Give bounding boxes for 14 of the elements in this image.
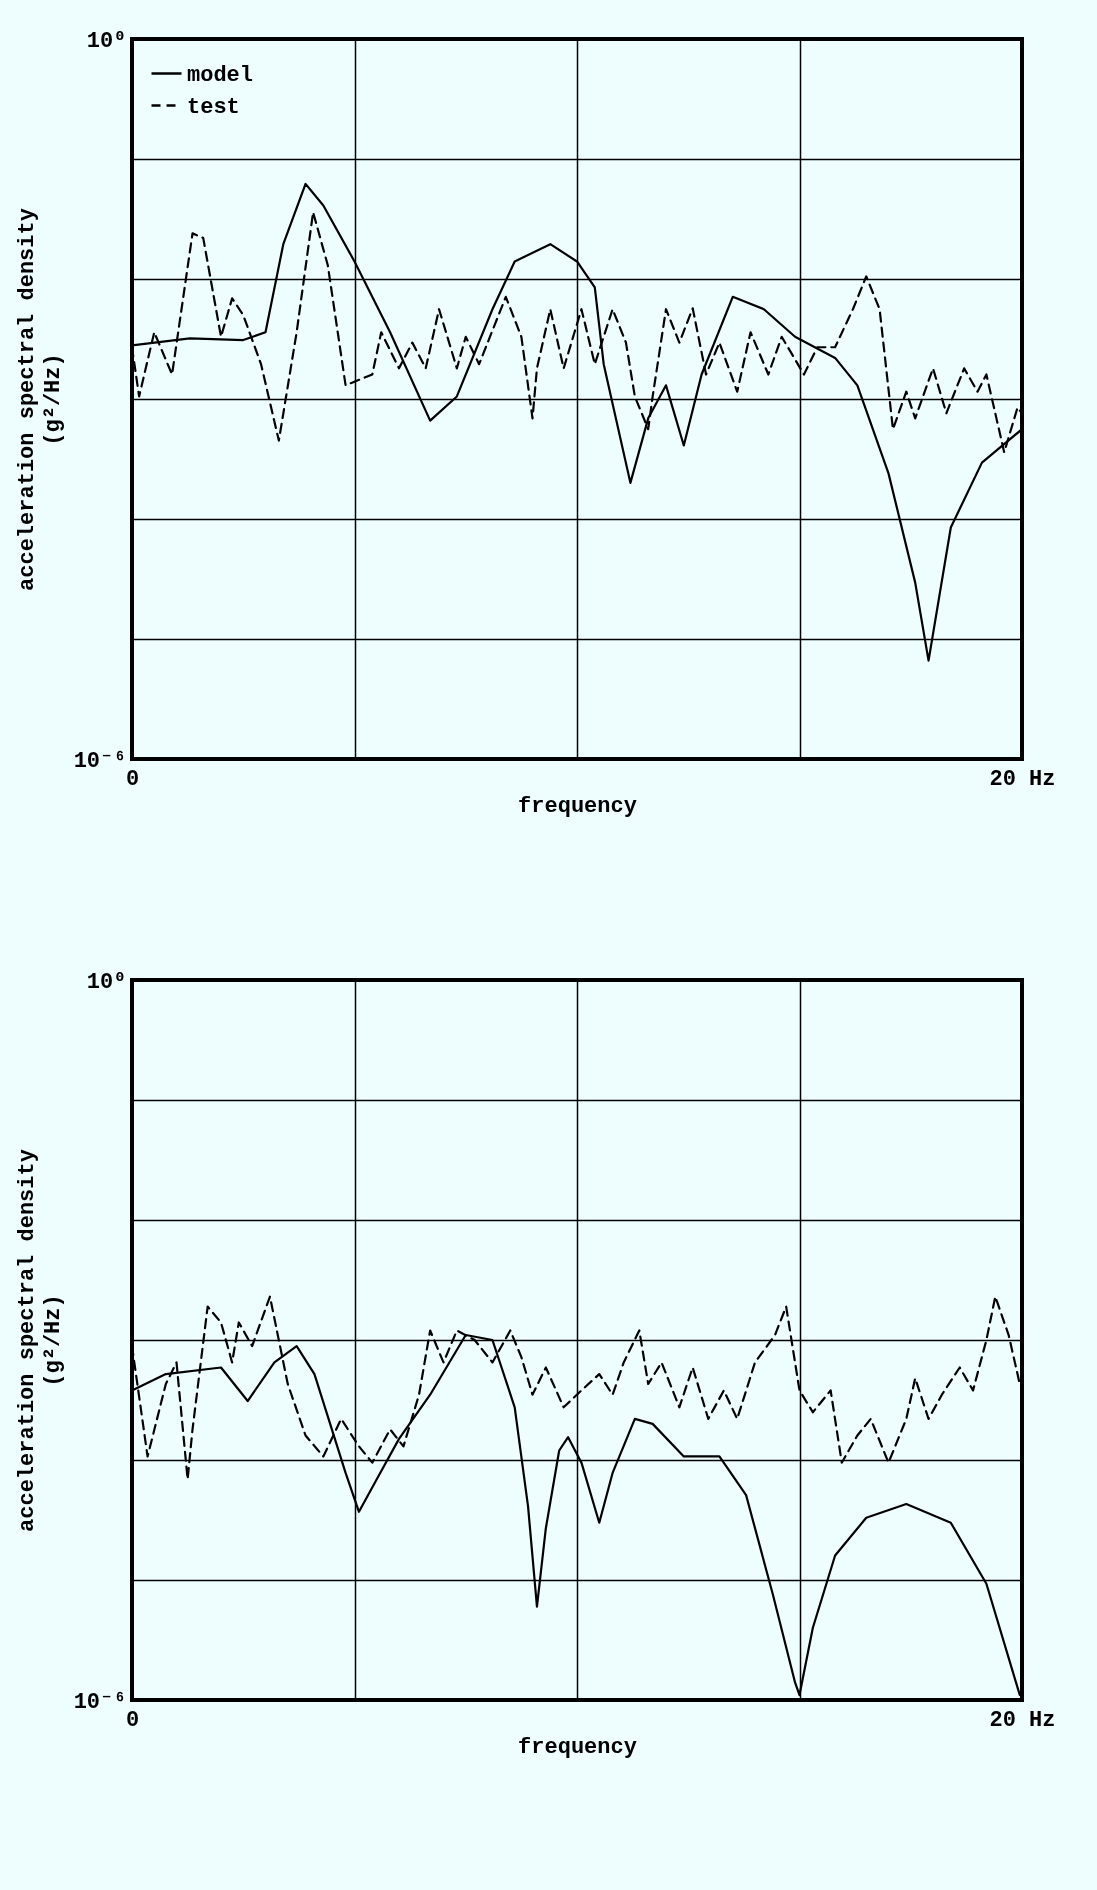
y-tick-label: 10⁰ [86, 969, 127, 995]
x-tick-label: 20 Hz [989, 1707, 1056, 1733]
x-tick-label: 0 [125, 766, 140, 792]
x-axis-title: frequency [518, 1734, 637, 1760]
x-tick-label: 0 [125, 1707, 140, 1733]
y-tick-label: 10⁻⁶ [73, 748, 127, 774]
y-axis-title: acceleration spectral density (g²/Hz) [14, 1149, 66, 1532]
x-tick-label: 20 Hz [989, 766, 1056, 792]
x-axis-title: frequency [518, 793, 637, 819]
y-tick-label: 10⁰ [86, 28, 127, 54]
y-tick-label: 10⁻⁶ [73, 1689, 127, 1715]
legend-label: model [187, 62, 254, 88]
y-axis-title: acceleration spectral density (g²/Hz) [14, 208, 66, 591]
legend-label: test [187, 94, 240, 120]
